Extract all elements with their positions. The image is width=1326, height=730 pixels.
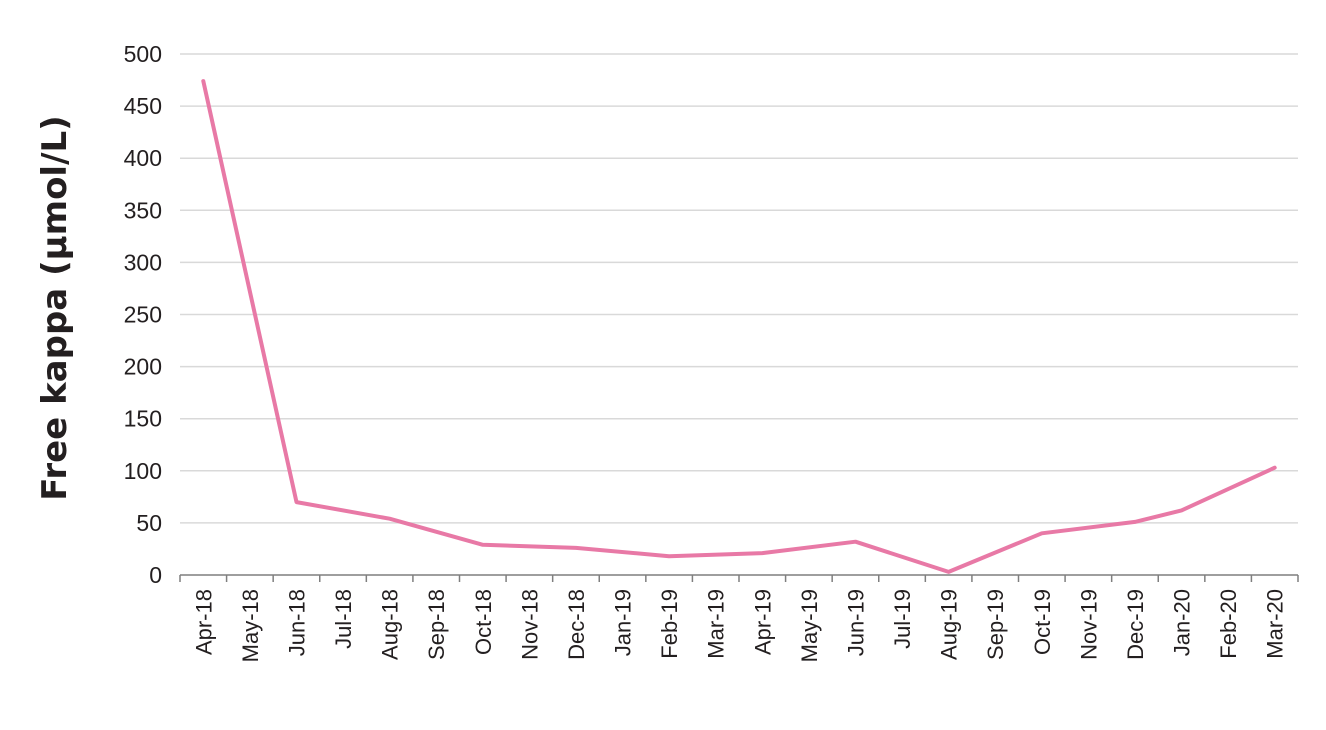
- x-tick-label: Oct-19: [1030, 589, 1055, 655]
- x-tick-label: Sep-18: [424, 589, 449, 660]
- y-tick-label: 450: [124, 93, 162, 119]
- y-tick-label: 150: [124, 406, 162, 432]
- x-tick-label: Apr-18: [191, 589, 216, 655]
- x-tick-label: Aug-19: [937, 589, 962, 660]
- x-tick-label: Jun-18: [284, 589, 309, 656]
- y-axis-tick-labels: 0 50 100 150 200 250 300 350 400 450 500: [124, 41, 162, 588]
- x-tick-label: Mar-19: [704, 589, 729, 659]
- y-tick-label: 0: [149, 562, 162, 588]
- y-tick-label: 350: [124, 197, 162, 223]
- x-tick-label: Aug-18: [378, 589, 403, 660]
- x-tick-label: Dec-18: [564, 589, 589, 660]
- x-tick-label: May-19: [797, 589, 822, 662]
- y-tick-label: 500: [124, 41, 162, 67]
- y-tick-label: 300: [124, 249, 162, 275]
- y-tick-label: 50: [136, 510, 162, 536]
- x-tick-label: Mar-20: [1263, 589, 1288, 659]
- x-axis-ticks: [179, 575, 1299, 582]
- x-tick-label: Feb-19: [657, 589, 682, 659]
- x-tick-label: Sep-19: [983, 589, 1008, 660]
- series-line: [201, 79, 1277, 574]
- y-tick-label: 200: [124, 354, 162, 380]
- y-tick-label: 400: [124, 145, 162, 171]
- x-axis-tick-labels: Apr-18 May-18 Jun-18 Jul-18 Aug-18 Sep-18 Oct-…: [191, 589, 1287, 662]
- x-tick-label: Apr-19: [750, 589, 775, 655]
- x-tick-label: Jun-19: [843, 589, 868, 656]
- x-tick-label: Dec-19: [1123, 589, 1148, 660]
- x-tick-label: Nov-19: [1076, 589, 1101, 660]
- y-tick-label: 250: [124, 302, 162, 328]
- x-tick-label: Jul-18: [331, 589, 356, 649]
- y-axis-title: Free kappa (µmol/L): [35, 115, 75, 500]
- x-tick-label: Jan-19: [611, 589, 636, 656]
- x-tick-label: Feb-20: [1216, 589, 1241, 659]
- x-tick-label: Jan-20: [1170, 589, 1195, 656]
- y-tick-label: 100: [124, 458, 162, 484]
- x-tick-label: Nov-18: [517, 589, 542, 660]
- x-tick-label: Jul-19: [890, 589, 915, 649]
- gridlines: [180, 53, 1298, 524]
- x-tick-label: May-18: [238, 589, 263, 662]
- x-tick-label: Oct-18: [471, 589, 496, 655]
